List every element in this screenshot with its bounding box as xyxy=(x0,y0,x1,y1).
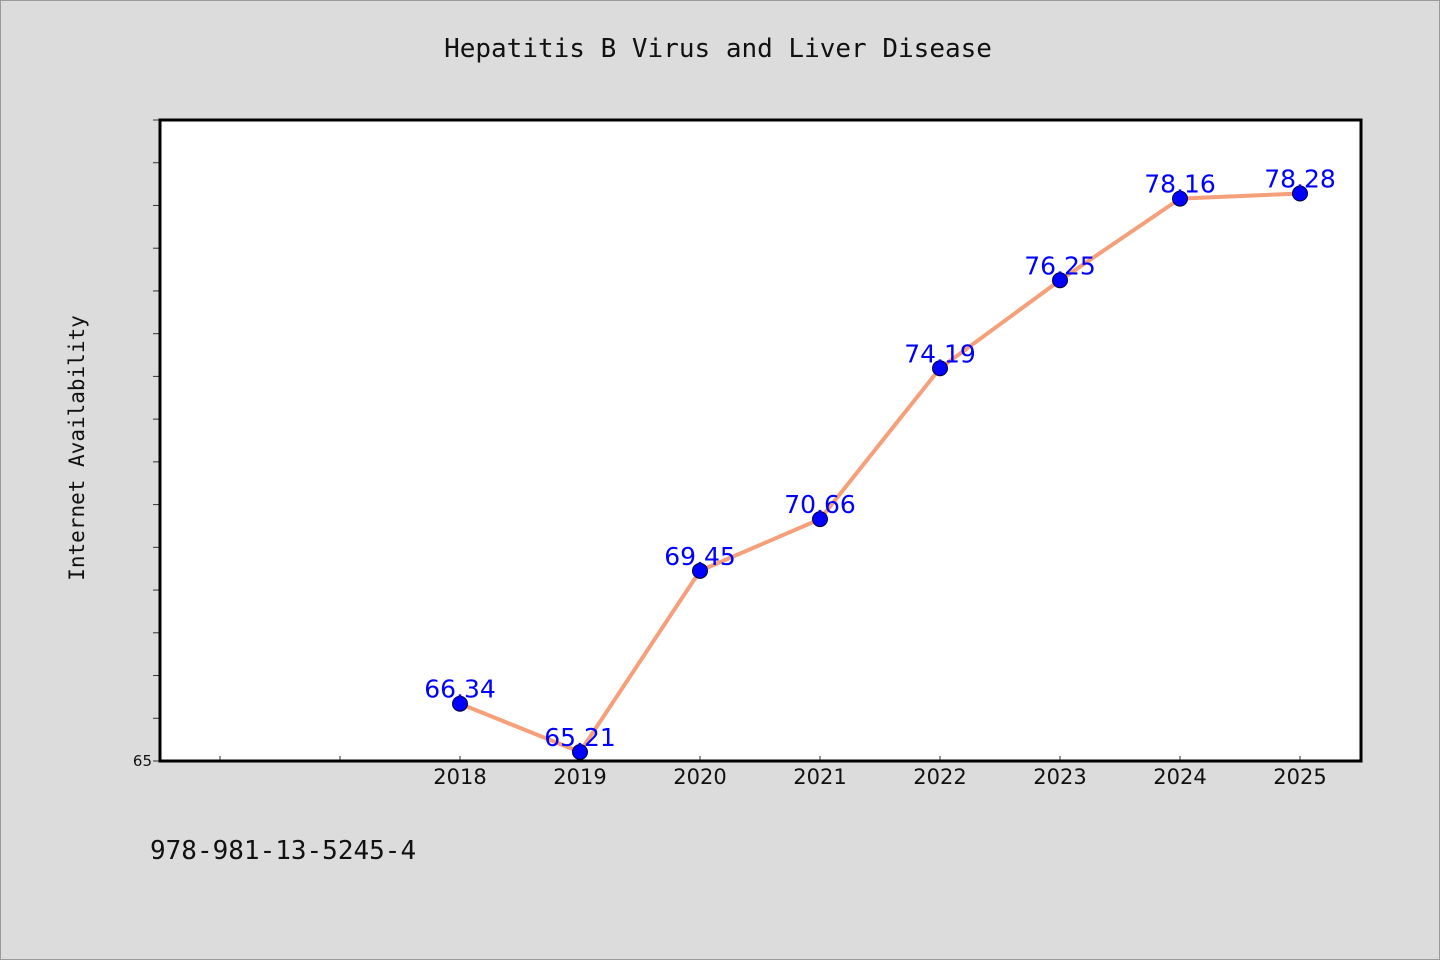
data-point xyxy=(452,695,468,712)
series-line xyxy=(459,191,1301,755)
data-label: 74.19 xyxy=(904,339,976,368)
x-tick-label: 2025 xyxy=(1273,765,1326,789)
x-tick-label: 2024 xyxy=(1153,765,1206,789)
data-label: 78.28 xyxy=(1264,165,1336,194)
x-tick-label: 2023 xyxy=(1033,765,1086,789)
data-point xyxy=(1292,185,1308,202)
data-point xyxy=(1172,190,1188,207)
data-label: 69.45 xyxy=(664,542,736,571)
x-tick-label: 2022 xyxy=(913,765,966,789)
x-axis-ticks: 2018 2019 2020 2021 2022 2023 2024 2025 xyxy=(219,756,1327,789)
data-label: 78.16 xyxy=(1144,170,1216,199)
data-point xyxy=(692,562,708,579)
data-point xyxy=(812,511,828,528)
data-point xyxy=(932,360,948,377)
plot-area xyxy=(160,120,1361,761)
data-label: 65.21 xyxy=(544,723,616,752)
x-tick-label: 2021 xyxy=(793,765,846,789)
y-axis-ticks: 65 xyxy=(133,119,160,770)
x-tick-label: 2018 xyxy=(433,765,486,789)
plot-border xyxy=(158,118,1363,763)
data-label: 70.66 xyxy=(784,490,856,519)
chart-title: Hepatitis B Virus and Liver Disease xyxy=(444,34,992,64)
series-layer: 66.34 65.21 69.45 70.66 74.19 76.25 78.16 78.28 xyxy=(424,165,1336,761)
data-label: 76.25 xyxy=(1024,251,1096,280)
y-tick-label: 65 xyxy=(133,752,152,770)
x-tick-label: 2020 xyxy=(673,765,726,789)
data-label: 66.34 xyxy=(424,675,496,704)
data-point xyxy=(1052,272,1068,289)
isbn-footnote: 978-981-13-5245-4 xyxy=(150,836,417,866)
x-tick-label: 2019 xyxy=(553,765,606,789)
